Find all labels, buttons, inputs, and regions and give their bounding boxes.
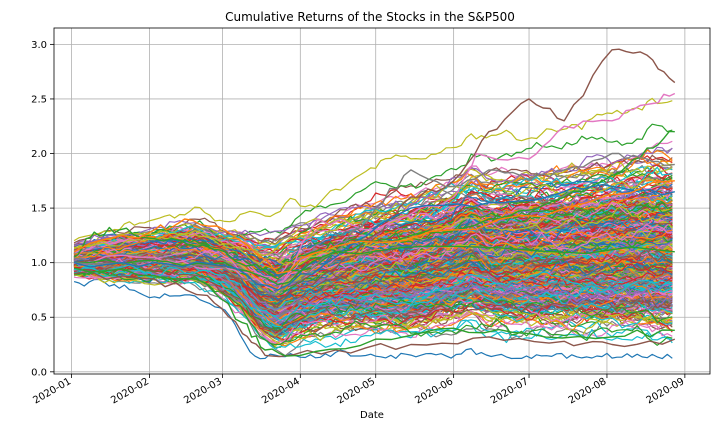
highlighted-series-line	[74, 152, 675, 297]
series-line	[74, 255, 673, 316]
y-tick-label: 2.5	[31, 94, 47, 105]
series-line	[73, 212, 673, 278]
series-line	[74, 201, 673, 282]
series-line	[73, 146, 673, 247]
highlighted-series-line	[73, 180, 675, 275]
highlighted-series-line	[73, 267, 675, 357]
series-line	[74, 264, 673, 321]
series-line	[73, 97, 673, 242]
highlighted-series-line	[73, 226, 675, 280]
series-line	[73, 177, 673, 256]
series-line	[73, 206, 673, 266]
y-tick-label: 1.0	[31, 258, 47, 269]
plot-frame	[53, 27, 711, 375]
y-tick-label: 2.0	[31, 149, 47, 160]
series-line	[73, 123, 673, 254]
series-line	[74, 265, 673, 332]
series-layer	[73, 48, 676, 360]
series-line	[73, 266, 673, 324]
x-axis-label: Date	[360, 410, 384, 421]
series-line	[73, 229, 673, 290]
series-line	[74, 270, 673, 346]
y-tick-label: 0.0	[31, 367, 47, 378]
y-tick-label: 1.5	[31, 204, 47, 215]
series-line	[74, 180, 673, 266]
series-line	[74, 254, 673, 302]
highlighted-series-line	[73, 270, 676, 358]
highlighted-series-line	[74, 130, 675, 286]
series-line	[74, 221, 673, 295]
series-line	[73, 278, 673, 360]
y-tick-label: 0.5	[31, 313, 47, 324]
series-line	[74, 266, 673, 321]
grid-layer	[54, 28, 710, 374]
series-line	[74, 267, 673, 331]
y-tick-label: 3.0	[31, 40, 47, 51]
y-axis: 0.0 0.5 1.0 1.5 2.0 2.5 3.0	[31, 40, 54, 378]
plot-area	[53, 27, 711, 375]
chart-title: Cumulative Returns of the Stocks in the …	[225, 10, 515, 24]
highlighted-series-line	[73, 48, 676, 302]
highlighted-series-line	[73, 183, 675, 291]
